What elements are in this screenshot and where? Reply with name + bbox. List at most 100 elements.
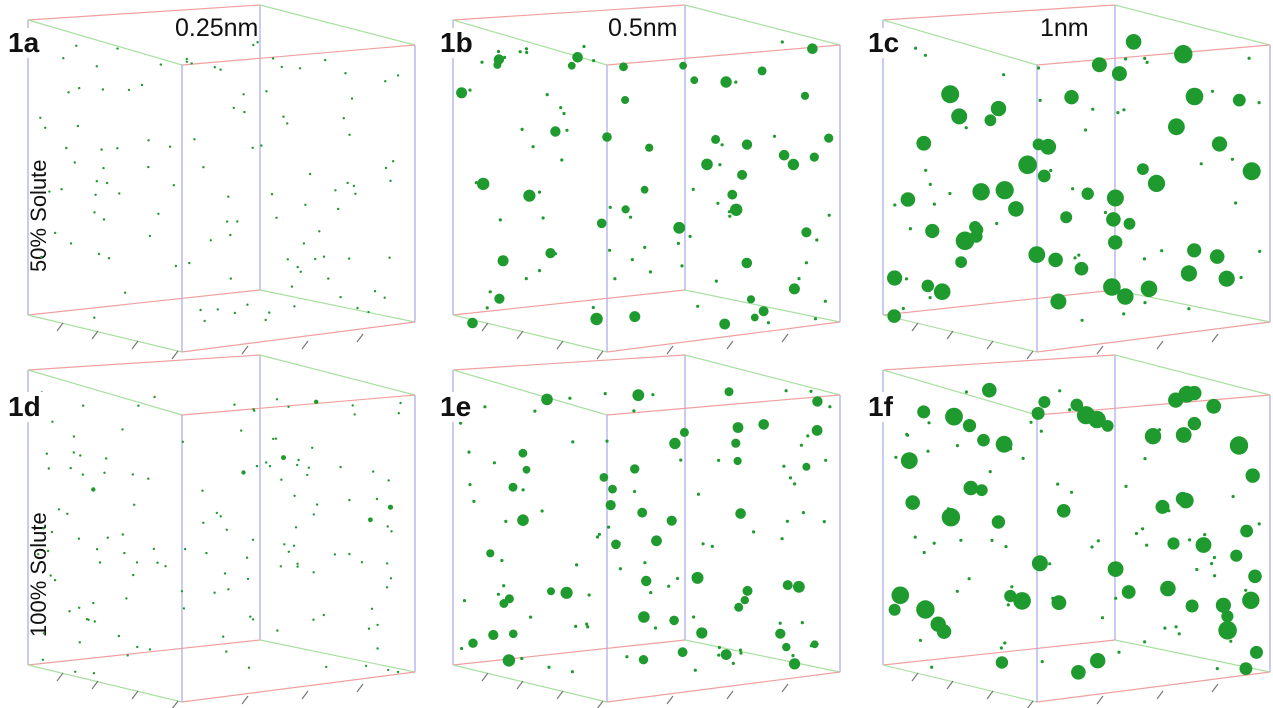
particle [1229,639,1233,643]
particle [44,126,47,129]
particle [227,588,230,591]
axis-tick [946,680,954,690]
particle [633,489,637,494]
particle [533,409,537,413]
particle [256,41,259,44]
particle [1247,56,1251,60]
particle [1028,246,1046,263]
particle [1004,589,1017,603]
particle [595,535,600,539]
particle [213,591,216,594]
particle [602,132,612,142]
particle [632,389,645,402]
axis-tick [241,345,249,355]
particle [468,483,472,487]
particle [676,241,681,245]
particle [396,670,400,674]
particle [1106,189,1124,207]
particle [824,458,828,462]
particle [619,62,628,72]
panel-label-1e: 1e [438,391,474,422]
particle [296,562,299,565]
box-edge [1036,44,1271,66]
particle [641,575,652,587]
particle [570,670,575,674]
box-edge [1036,394,1271,416]
particle [717,645,722,650]
particle [724,387,734,397]
particle [807,43,818,54]
particle [1140,280,1158,298]
axis-tick [1211,683,1219,693]
particle [605,439,609,443]
particle [497,255,509,267]
particle [793,482,797,486]
axis-tick [781,333,789,343]
particle [1124,57,1128,61]
particle [680,264,684,268]
particle [778,149,790,161]
particle [710,544,714,549]
particle [102,166,105,170]
particle [502,654,516,667]
box-edge [684,4,841,46]
particle [893,203,897,207]
particle [268,465,272,468]
particle [523,189,536,202]
particle [287,550,290,553]
particle [93,620,97,623]
particle [572,52,583,63]
particle [740,596,749,605]
particle [389,179,392,182]
particle [105,181,109,185]
particle [496,49,501,54]
particle [1031,406,1045,420]
particle [971,223,984,236]
particle [297,458,300,462]
particle [804,261,809,265]
axis-tick [481,672,489,682]
particle [388,256,391,259]
particle [772,134,777,138]
particle [1174,45,1193,64]
particle [921,279,935,293]
particle [201,489,204,492]
particle [307,466,310,469]
particle [157,212,160,215]
particle [1206,398,1222,414]
particle [541,216,545,220]
particle [955,589,959,593]
particle [396,74,400,77]
particle [339,295,342,299]
particle [270,193,274,196]
axis-tick [556,340,564,350]
particle [293,494,296,497]
panel-1b [452,4,841,360]
particle [945,407,963,426]
particle [225,650,228,653]
particle [1006,603,1010,607]
particle [696,304,700,308]
axis-tick [91,680,99,690]
particle [337,207,340,211]
particle [1160,580,1176,597]
particle [232,106,235,110]
particle [126,654,129,657]
particle [758,306,769,317]
particle [1010,585,1014,589]
particle [73,161,77,164]
particle [1145,60,1149,64]
particle [925,223,940,239]
particle [260,144,263,147]
particle [679,61,687,70]
particle [801,227,812,238]
axis-tick [356,333,364,343]
particle [735,508,746,519]
particle [318,230,321,233]
particle [348,498,351,502]
particle [739,651,743,655]
particle [386,525,389,528]
particle [227,195,230,198]
particle [690,76,699,85]
particle [517,514,529,526]
